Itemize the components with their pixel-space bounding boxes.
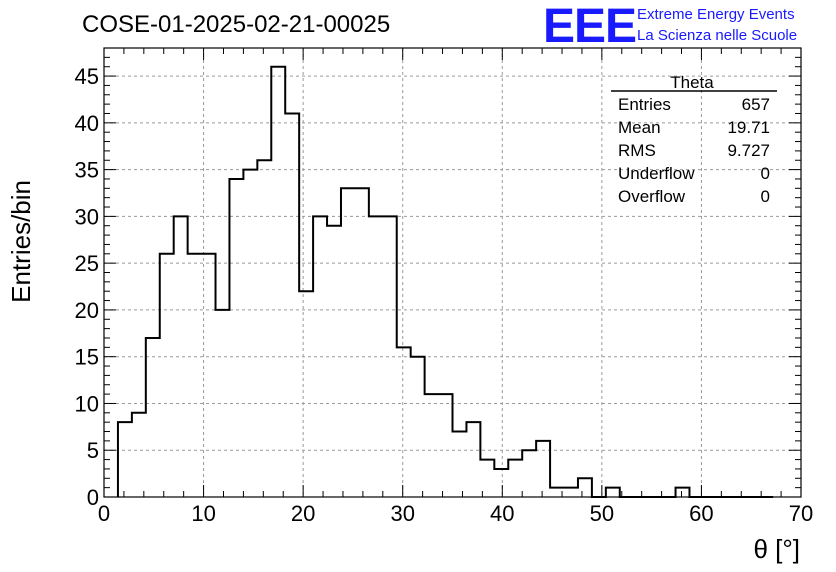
histogram-bin (425, 394, 439, 497)
histogram-outline (116, 65, 774, 498)
histogram-bin (243, 170, 257, 497)
histogram-bin (536, 441, 550, 497)
stats-label: Overflow (618, 187, 686, 206)
histogram-bin (285, 113, 299, 497)
stats-label: RMS (618, 141, 656, 160)
eee-logo: EEE Extreme Energy Events La Scienza nel… (543, 0, 797, 53)
histogram-bin (397, 347, 411, 497)
y-tick-label: 5 (87, 438, 99, 463)
histogram-bin (522, 450, 536, 497)
stats-label: Mean (618, 118, 661, 137)
chart-title: COSE-01-2025-02-21-00025 (82, 11, 390, 38)
grid-lines (104, 48, 801, 497)
histogram-bin (494, 469, 508, 497)
stats-rows: Entries 657 Mean 19.71 RMS 9.727 Underflow 0 Ove… (618, 95, 770, 206)
x-tick-label: 20 (291, 501, 315, 526)
eee-logo-mark: EEE (543, 0, 636, 53)
stats-value: 657 (742, 95, 770, 114)
histogram-bin (453, 432, 467, 497)
logo-line-1: Extreme Energy Events (637, 6, 795, 23)
histogram-bin (146, 338, 160, 497)
histogram-bin (202, 254, 216, 497)
y-tick-label: 25 (75, 251, 99, 276)
y-tick-label: 35 (75, 158, 99, 183)
x-tick-label: 70 (789, 501, 813, 526)
y-tick-label: 10 (75, 391, 99, 416)
x-tick-labels: 0 10 20 30 40 50 60 70 (98, 501, 813, 526)
y-tick-label: 0 (87, 485, 99, 510)
x-axis-label: θ [°] (753, 534, 800, 564)
y-tick-labels: 0 5 10 15 20 25 30 35 40 45 (75, 64, 99, 510)
y-tick-label: 20 (75, 298, 99, 323)
y-tick-label: 45 (75, 64, 99, 89)
histogram-bin (383, 216, 397, 497)
axis-ticks (103, 47, 802, 498)
x-tick-label: 10 (191, 501, 215, 526)
histogram-bin (174, 216, 188, 497)
y-tick-label: 40 (75, 111, 99, 136)
histogram-bin (341, 188, 355, 497)
x-tick-label: 0 (98, 501, 110, 526)
histogram-bin (299, 291, 313, 497)
histogram-bin (606, 488, 620, 497)
histogram-bin (564, 488, 578, 497)
x-tick-label: 50 (590, 501, 614, 526)
logo-line-2: La Scienza nelle Scuole (637, 27, 797, 44)
stats-value: 19.71 (727, 118, 770, 137)
x-tick-label: 30 (390, 501, 414, 526)
stats-title: Theta (670, 73, 714, 92)
histogram-bin (160, 254, 174, 497)
histogram-bin (271, 67, 285, 497)
y-axis-label: Entries/bin (6, 180, 36, 303)
stats-value: 0 (761, 164, 770, 183)
histogram-bin (355, 188, 369, 497)
stats-label: Underflow (618, 164, 695, 183)
histogram-bin (466, 422, 480, 497)
stats-box: Theta Entries 657 Mean 19.71 RMS 9.727 Underfl… (611, 73, 777, 206)
y-tick-label: 15 (75, 345, 99, 370)
histogram-bin (369, 216, 383, 497)
histogram-bin (132, 413, 146, 497)
histogram-bin (578, 478, 592, 497)
histogram-bin (257, 160, 271, 497)
histogram-bin (216, 310, 230, 497)
histogram-bin (188, 254, 202, 497)
x-tick-label: 40 (490, 501, 514, 526)
histogram-bin (439, 394, 453, 497)
x-tick-label: 60 (689, 501, 713, 526)
stats-label: Entries (618, 95, 671, 114)
stats-value: 9.727 (727, 141, 770, 160)
histogram-bin (229, 179, 243, 497)
histogram-bin (676, 488, 690, 497)
stats-value: 0 (761, 187, 770, 206)
histogram-bin (411, 357, 425, 497)
histogram-bin (327, 226, 341, 497)
histogram-series (116, 65, 774, 498)
histogram-bin (118, 422, 132, 497)
histogram-bin (313, 216, 327, 497)
y-tick-label: 30 (75, 204, 99, 229)
histogram-bin (508, 460, 522, 497)
